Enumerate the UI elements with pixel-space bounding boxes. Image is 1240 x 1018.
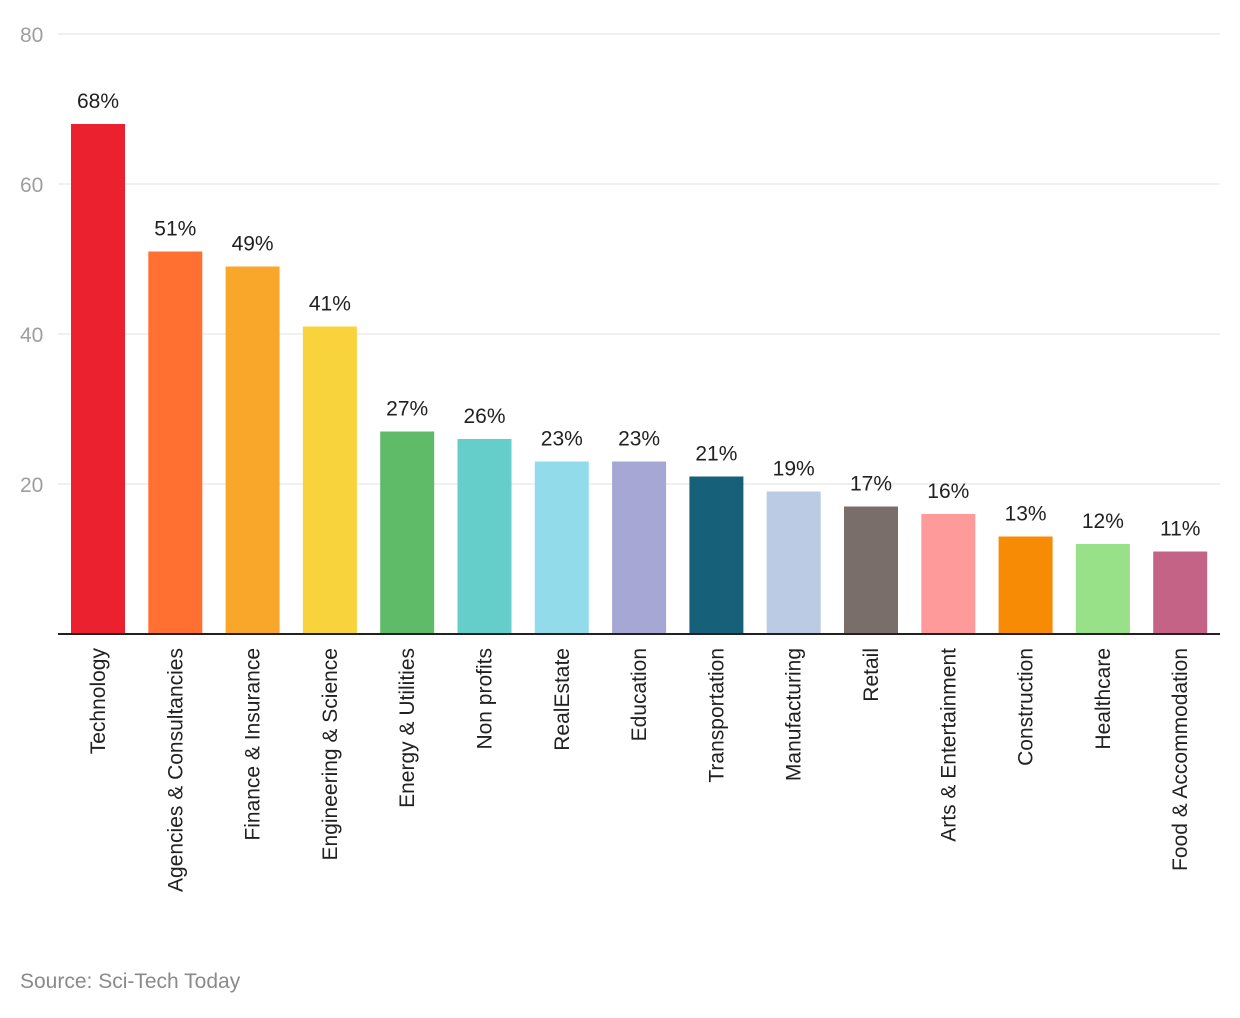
bar-chart: 20 40 60 80 68% 51% 49% 41% 27% 26% 23% 23% 21% 19% 1…	[20, 24, 1220, 892]
bar-value-label: 11%	[1160, 518, 1200, 541]
bar-value-label: 68%	[77, 90, 119, 113]
bar-value-label: 17%	[850, 473, 892, 496]
bar-value-label: 19%	[773, 458, 815, 481]
bar-value-label: 23%	[541, 428, 583, 451]
bar	[844, 506, 898, 634]
x-tick-label: Construction	[1015, 648, 1038, 766]
x-tick-label: Retail	[860, 648, 883, 702]
bar	[71, 124, 125, 634]
bar-value-label: 21%	[695, 443, 737, 466]
x-tick-label: Transportation	[705, 648, 728, 783]
bar	[689, 476, 744, 634]
category-labels: Technology Agencies & Consultancies Financ…	[87, 648, 1192, 892]
bar-value-label: 51%	[154, 218, 196, 241]
bar	[380, 431, 435, 634]
x-tick-label: Non profits	[474, 648, 497, 750]
x-tick-label: RealEstate	[551, 648, 574, 751]
y-tick-label: 60	[20, 174, 43, 197]
bar	[148, 251, 203, 634]
bar	[612, 461, 667, 634]
bar	[302, 326, 357, 634]
bar-value-label: 26%	[463, 405, 505, 428]
x-tick-label: Engineering & Science	[319, 648, 342, 860]
bar-value-label: 49%	[232, 233, 274, 256]
x-tick-label: Technology	[87, 648, 110, 755]
x-tick-label: Healthcare	[1092, 648, 1115, 750]
bar	[998, 536, 1053, 634]
x-tick-label: Energy & Utilities	[396, 648, 419, 808]
x-tick-label: Food & Accommodation	[1169, 648, 1192, 871]
source-note: Source: Sci-Tech Today	[20, 970, 241, 993]
bar	[457, 439, 512, 634]
bar	[1075, 544, 1130, 634]
bar	[921, 514, 976, 634]
y-tick-label: 20	[20, 474, 43, 497]
bar-value-label: 16%	[927, 480, 969, 503]
x-tick-label: Finance & Insurance	[242, 648, 265, 841]
bar	[225, 266, 280, 634]
bar	[766, 491, 821, 634]
x-tick-label: Arts & Entertainment	[937, 648, 960, 842]
bars	[71, 124, 1208, 634]
bar-value-label: 27%	[386, 398, 428, 421]
bar-value-label: 23%	[618, 428, 660, 451]
bar	[1153, 551, 1208, 634]
y-tick-label: 40	[20, 324, 43, 347]
gridlines: 20 40 60 80	[20, 24, 1220, 497]
value-labels: 68% 51% 49% 41% 27% 26% 23% 23% 21% 19% 17% 16% 13% 1…	[77, 90, 1200, 541]
x-tick-label: Agencies & Consultancies	[164, 648, 187, 892]
bar-value-label: 12%	[1082, 510, 1124, 533]
x-tick-label: Education	[628, 648, 651, 741]
bar-value-label: 13%	[1005, 503, 1047, 526]
y-tick-label: 80	[20, 24, 43, 47]
bar-value-label: 41%	[309, 293, 351, 316]
x-tick-label: Manufacturing	[783, 648, 806, 781]
bar	[534, 461, 589, 634]
